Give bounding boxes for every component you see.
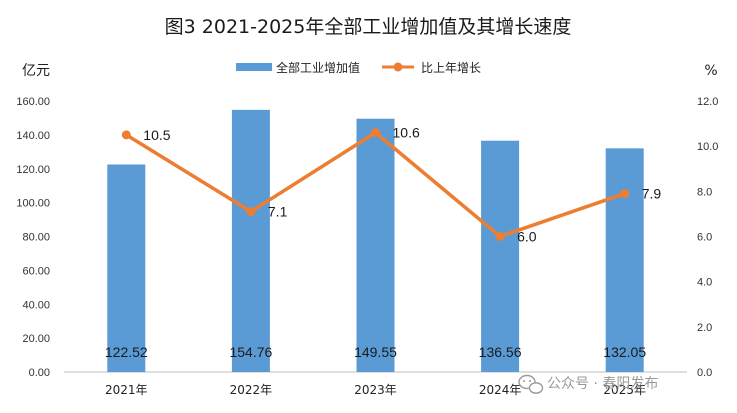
right-tick-label: 8.0 bbox=[697, 186, 712, 198]
bar bbox=[107, 164, 146, 372]
bar-value-label: 149.55 bbox=[354, 344, 397, 360]
legend-line-marker bbox=[393, 62, 403, 72]
wechat-icon bbox=[518, 374, 544, 394]
left-tick-label: 60.00 bbox=[22, 265, 50, 277]
watermark-text: 公众号 · 春阳发布 bbox=[547, 376, 658, 392]
right-tick-label: 2.0 bbox=[697, 322, 712, 334]
line-series: 10.5 7.1 10.6 6.0 7.9 bbox=[121, 125, 662, 245]
bar-value-label: 132.05 bbox=[603, 344, 646, 360]
bar-value-label: 136.56 bbox=[479, 344, 522, 360]
bar bbox=[356, 118, 395, 373]
legend: 全部工业增加值 比上年增长 bbox=[236, 60, 481, 75]
right-tick-label: 0.0 bbox=[697, 367, 712, 379]
right-tick-label: 10.0 bbox=[697, 141, 718, 153]
left-tick-label: 20.00 bbox=[22, 333, 50, 345]
legend-line-label: 比上年增长 bbox=[421, 61, 481, 75]
watermark: 公众号 · 春阳发布 bbox=[518, 374, 658, 394]
left-tick-label: 160.00 bbox=[16, 96, 50, 108]
bar bbox=[605, 148, 644, 372]
left-tick-label: 40.00 bbox=[22, 299, 50, 311]
line-value-label: 7.9 bbox=[642, 186, 662, 202]
line-value-label: 10.5 bbox=[143, 127, 170, 143]
left-axis-ticks: 0.00 20.00 40.00 60.00 80.00 100.00 120.00 140.… bbox=[16, 96, 50, 379]
right-tick-label: 6.0 bbox=[697, 232, 712, 244]
bar-value-label: 154.76 bbox=[229, 344, 272, 360]
right-tick-label: 12.0 bbox=[697, 96, 718, 108]
line-value-label: 10.6 bbox=[393, 125, 420, 141]
right-tick-label: 4.0 bbox=[697, 277, 712, 289]
line-point bbox=[246, 207, 256, 217]
line-point bbox=[620, 189, 630, 199]
left-axis-unit: 亿元 bbox=[22, 63, 50, 79]
left-tick-label: 0.00 bbox=[29, 367, 50, 379]
bar-value-label: 122.52 bbox=[105, 344, 148, 360]
line-point bbox=[121, 130, 131, 140]
bar-series: 122.52 154.76 149.55 136.56 132.05 bbox=[105, 109, 646, 373]
x-tick-label: 2025年 bbox=[603, 383, 646, 397]
legend-bar-label: 全部工业增加值 bbox=[276, 60, 360, 75]
x-tick-label: 2022年 bbox=[230, 383, 273, 397]
line-value-label: 6.0 bbox=[517, 229, 537, 245]
legend-bar-swatch bbox=[236, 63, 272, 71]
x-tick-label: 2021年 bbox=[105, 383, 148, 397]
bar bbox=[231, 109, 270, 373]
left-tick-label: 80.00 bbox=[22, 232, 50, 244]
x-tick-label: 2023年 bbox=[354, 383, 397, 397]
line-point bbox=[371, 128, 380, 138]
x-axis-ticks: 2021年 2022年 2023年 2024年 2025年 bbox=[105, 383, 646, 397]
line-value-label: 7.1 bbox=[268, 204, 288, 220]
right-axis-ticks: 0.0 2.0 4.0 6.0 8.0 10.0 12.0 bbox=[697, 96, 718, 379]
left-tick-label: 100.00 bbox=[16, 198, 50, 210]
chart-title: 图3 2021-2025年全部工业增加值及其增长速度 bbox=[165, 16, 572, 38]
x-tick-label: 2024年 bbox=[479, 383, 522, 397]
right-axis-unit: % bbox=[704, 63, 717, 79]
left-tick-label: 140.00 bbox=[16, 130, 50, 142]
line-point bbox=[495, 232, 505, 241]
bar bbox=[481, 140, 520, 372]
left-tick-label: 120.00 bbox=[16, 164, 50, 176]
